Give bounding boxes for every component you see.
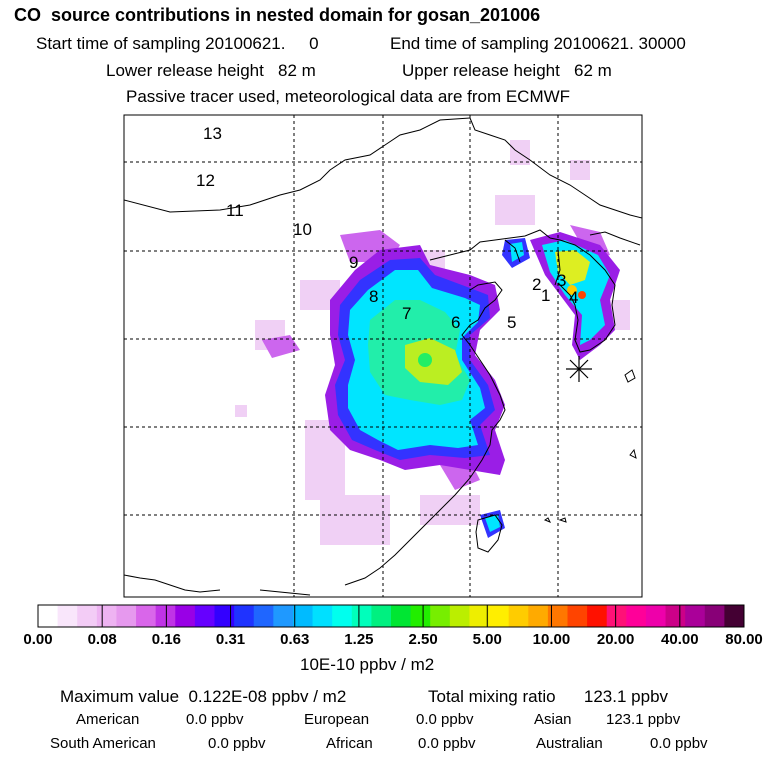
upper-release-height: Upper release height 62 m xyxy=(402,61,612,80)
start-time-label: Start time of sampling 20100621. 0 xyxy=(36,34,319,53)
colorbar-cell xyxy=(724,605,745,627)
colorbar-cell xyxy=(292,605,314,627)
source-value-american: 0.0 ppbv xyxy=(186,711,244,728)
source-name-asian: Asian xyxy=(534,711,572,728)
region-label-7: 7 xyxy=(402,304,411,323)
region-label-13: 13 xyxy=(203,124,222,143)
colorbar-cell xyxy=(528,605,549,627)
colorbar-cell xyxy=(38,605,59,627)
colorbar-units: 10E-10 ppbv / m2 xyxy=(300,655,435,674)
colorbar-tick-label: 0.16 xyxy=(151,631,181,648)
region-label-9: 9 xyxy=(349,253,358,272)
region-label-10: 10 xyxy=(293,220,312,239)
colorbar-cell xyxy=(116,605,137,627)
region-label-5: 5 xyxy=(507,313,516,332)
colorbar-cell xyxy=(449,605,470,627)
colorbar-cell xyxy=(410,605,431,627)
colorbar-cell xyxy=(391,605,412,627)
colorbar-cell xyxy=(430,605,451,627)
colorbar-tick-label: 10.00 xyxy=(532,631,571,648)
colorbar-tick-label: 80.00 xyxy=(725,631,763,648)
colorbar-cell xyxy=(194,605,215,627)
coastline-layer xyxy=(124,117,642,596)
lower-release-height: Lower release height 82 m xyxy=(106,61,316,80)
colorbar-cell xyxy=(234,605,255,627)
plume-layer xyxy=(235,140,630,545)
colorbar-tick-label: 40.00 xyxy=(661,631,699,648)
colorbar-cell xyxy=(77,605,98,627)
region-label-11: 11 xyxy=(226,201,244,220)
grid-layer xyxy=(124,115,642,597)
colorbar-tick-label: 0.00 xyxy=(23,631,53,648)
colorbar-cell xyxy=(606,605,627,627)
colorbar-tick-label: 0.31 xyxy=(215,631,246,648)
colorbar-tick-label: 5.00 xyxy=(472,631,502,648)
region-label-4: 4 xyxy=(569,288,578,307)
colorbar-cell xyxy=(567,605,588,627)
region-label-2: 2 xyxy=(532,275,541,294)
colorbar-cell xyxy=(312,605,333,627)
colorbar-cell xyxy=(175,605,196,627)
colorbar-cell xyxy=(273,605,294,627)
max-value-label: Maximum value 0.122E-08 ppbv / m2 xyxy=(60,687,347,706)
colorbar-cell xyxy=(371,605,392,627)
colorbar-cell xyxy=(704,605,725,627)
source-value-european: 0.0 ppbv xyxy=(416,711,474,728)
colorbar-cell xyxy=(489,605,510,627)
colorbar-cell xyxy=(508,605,529,627)
colorbar-tick-label: 0.08 xyxy=(87,631,117,648)
map-frame xyxy=(123,114,643,598)
region-label-12: 12 xyxy=(196,171,215,190)
region-labels: 13 12 11 10 9 8 7 6 5 4 3 2 1 xyxy=(196,124,578,332)
colorbar-cell xyxy=(547,605,568,627)
region-label-3: 3 xyxy=(557,271,566,290)
source-name-australian: Australian xyxy=(536,735,603,752)
source-name-american: American xyxy=(76,711,140,728)
source-name-european: European xyxy=(304,711,370,728)
colorbar-cell xyxy=(253,605,274,627)
source-value-australian: 0.0 ppbv xyxy=(650,735,708,752)
source-value-asian: 123.1 ppbv xyxy=(606,711,681,728)
colorbar-cell xyxy=(469,605,490,627)
source-value-south-american: 0.0 ppbv xyxy=(208,735,266,752)
colorbar-cell xyxy=(332,605,353,627)
colorbar-cell xyxy=(645,605,667,627)
tracer-note: Passive tracer used, meteorological data… xyxy=(126,87,571,106)
colorbar-cell xyxy=(136,605,157,627)
colorbar-tick-label: 2.50 xyxy=(408,631,438,648)
source-name-african: African xyxy=(326,735,373,752)
colorbar-tick-label: 20.00 xyxy=(596,631,635,648)
colorbar-cell xyxy=(214,605,235,627)
map-title: CO source contributions in nested domain… xyxy=(14,5,541,25)
colorbar-cell xyxy=(626,605,647,627)
colorbar-cell xyxy=(57,605,78,627)
colorbar-cell xyxy=(665,605,686,627)
colorbar-cell xyxy=(685,605,706,627)
colorbar-cell xyxy=(587,605,608,627)
region-label-6: 6 xyxy=(451,313,460,332)
colorbar-cell xyxy=(96,605,117,627)
region-label-8: 8 xyxy=(369,287,378,306)
colorbar-cell xyxy=(155,605,176,627)
region-label-1: 1 xyxy=(541,286,550,305)
receptor-asterisk-icon xyxy=(566,356,592,382)
colorbar-tick-label: 0.63 xyxy=(280,631,310,648)
total-mixing-label: Total mixing ratio 123.1 ppbv xyxy=(428,687,669,706)
end-time-label: End time of sampling 20100621. 30000 xyxy=(390,34,686,53)
source-value-african: 0.0 ppbv xyxy=(418,735,476,752)
source-name-south-american: South American xyxy=(50,735,156,752)
colorbar-tick-label: 1.25 xyxy=(344,631,374,648)
colorbar-cell xyxy=(351,605,372,627)
